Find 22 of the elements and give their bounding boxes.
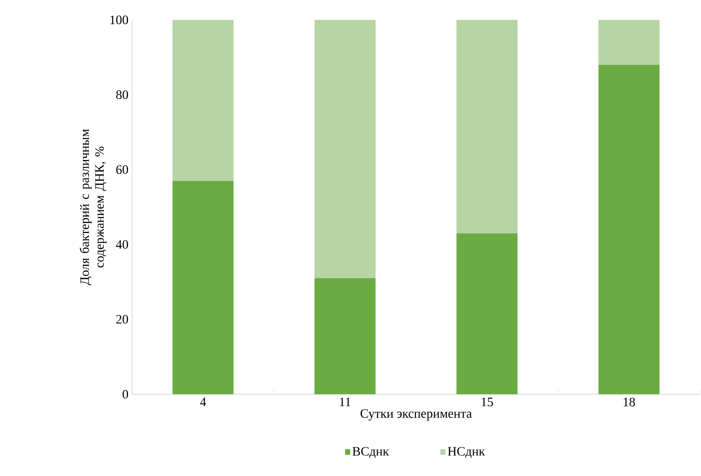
bar: [598, 64, 660, 394]
y-tick-label: 60: [116, 165, 128, 174]
bar: [172, 20, 234, 182]
y-tick-label: 100: [110, 16, 128, 24]
x-tick-label: 15: [482, 398, 493, 406]
bar: [598, 20, 660, 65]
bar: [314, 278, 376, 394]
x-axis-title: Сутки эксперимента: [360, 409, 472, 421]
bar: [456, 20, 518, 234]
y-tick-label: 20: [116, 315, 128, 324]
y-axis-title: Доля бактерий с различным содержанием ДНК, %: [80, 129, 106, 286]
bar: [456, 233, 518, 394]
legend-label: НСднк: [448, 447, 485, 458]
y-tick-label: 0: [122, 390, 128, 399]
y-tick-label: 80: [116, 90, 128, 100]
y-tick-label: 40: [116, 240, 128, 249]
x-tick-label: 11: [340, 398, 350, 406]
bar: [314, 20, 376, 278]
legend-label: ВСднк: [352, 447, 389, 458]
bar: [172, 181, 234, 394]
x-tick-label: 18: [624, 398, 635, 407]
x-tick-label: 4: [200, 398, 206, 406]
